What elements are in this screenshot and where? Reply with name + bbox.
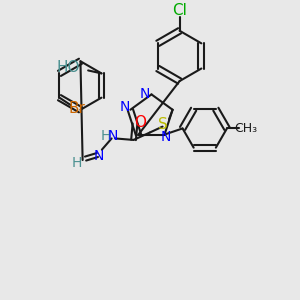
Text: N: N bbox=[120, 100, 130, 114]
Text: N: N bbox=[161, 130, 171, 144]
Text: S: S bbox=[158, 117, 167, 132]
Text: N: N bbox=[108, 129, 118, 143]
Text: O: O bbox=[134, 115, 146, 130]
Text: N: N bbox=[94, 148, 104, 163]
Text: Cl: Cl bbox=[172, 3, 187, 18]
Text: CH₃: CH₃ bbox=[235, 122, 258, 135]
Text: H: H bbox=[71, 156, 82, 170]
Text: N: N bbox=[140, 87, 150, 101]
Text: HO: HO bbox=[57, 60, 80, 75]
Text: H: H bbox=[101, 129, 112, 143]
Text: Br: Br bbox=[69, 101, 86, 116]
